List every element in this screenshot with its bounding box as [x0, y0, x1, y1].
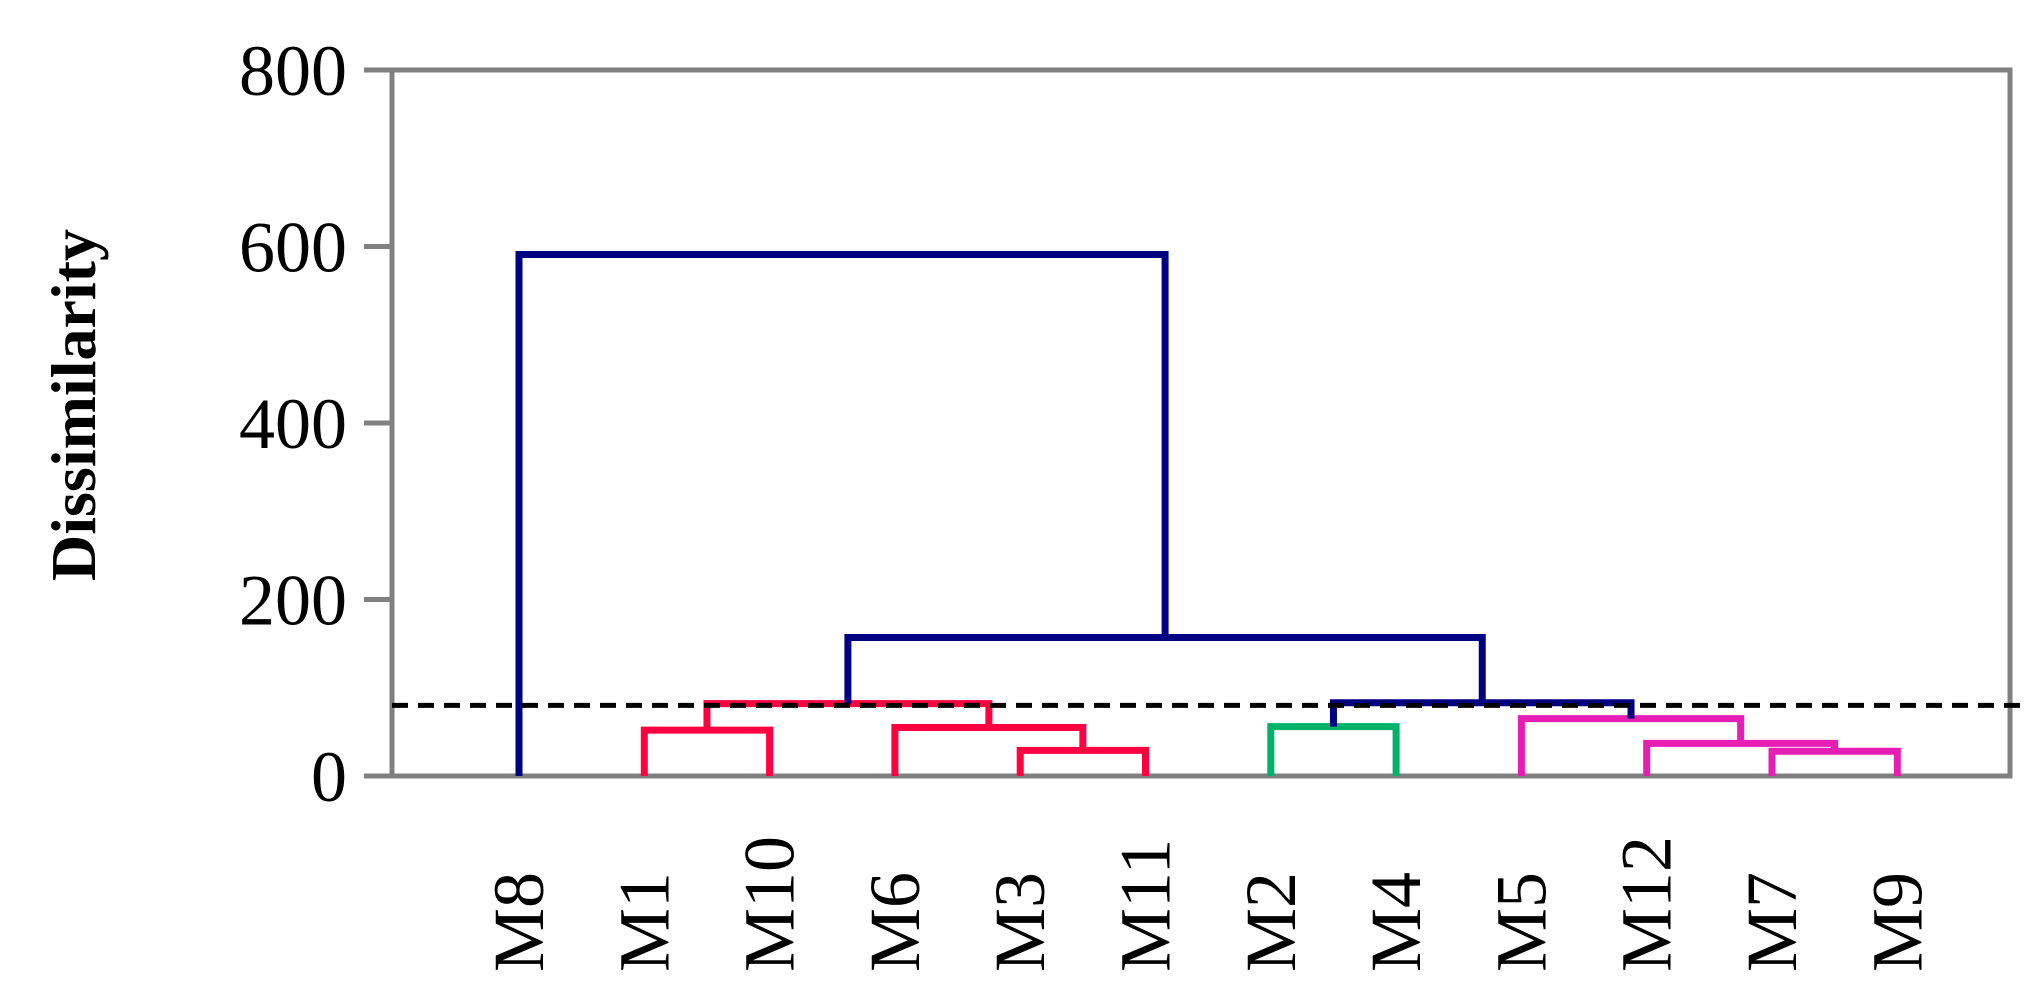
- dendrogram-link-c: [891, 723, 1087, 776]
- leaf-label-m5: M5: [1481, 872, 1561, 972]
- leaf-label-m7: M7: [1732, 872, 1812, 972]
- leaf-label-m9: M9: [1857, 872, 1937, 972]
- leaf-label-m6: M6: [855, 872, 935, 972]
- dendrogram-link-f: [1768, 747, 1901, 776]
- y-tick-label: 200: [239, 561, 347, 641]
- leaf-label-m4: M4: [1356, 872, 1436, 972]
- leaf-label-m2: M2: [1231, 872, 1311, 972]
- axes-layer: 0 200 400 600 800: [239, 31, 2013, 817]
- plot-frame: [389, 67, 2013, 779]
- leaf-label-m11: M11: [1106, 839, 1186, 972]
- leaf-label-m10: M10: [730, 836, 810, 972]
- leaf-label-m3: M3: [980, 872, 1060, 972]
- dendrogram-link-h: [1517, 715, 1745, 776]
- dendrogram-link-b: [1016, 746, 1149, 776]
- dendrogram-link-a: [640, 726, 774, 776]
- leaf-label-m12: M12: [1607, 836, 1687, 972]
- dendrogram-link-i: [1329, 699, 1635, 727]
- links-layer: [515, 250, 1901, 776]
- y-tick-label: 0: [311, 737, 347, 817]
- dendrogram-link-j: [844, 633, 1486, 704]
- y-axis-title: Dissimilarity: [38, 229, 109, 581]
- y-tick-label: 800: [239, 31, 347, 111]
- leaf-label-m1: M1: [604, 872, 684, 972]
- dendrogram-link-k: [515, 250, 1169, 776]
- y-tick-label: 400: [239, 384, 347, 464]
- labels-layer: M8 M1 M10 M6 M3 M11 M2 M4 M5 M12 M7 M9: [479, 836, 1937, 972]
- leaf-label-m8: M8: [479, 872, 559, 972]
- dendrogram-link-e: [1267, 723, 1400, 776]
- y-tick-label: 600: [239, 208, 347, 288]
